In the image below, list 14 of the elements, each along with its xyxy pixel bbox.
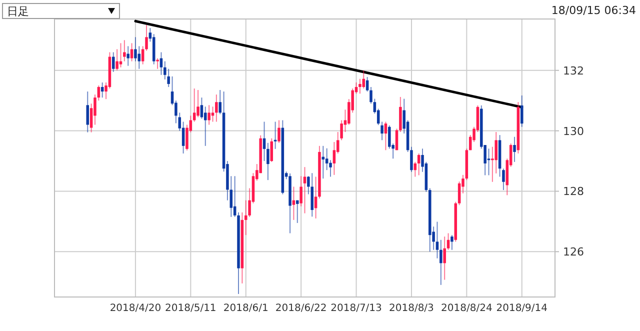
y-tick-label: 126 [563, 246, 584, 259]
y-tick-label: 132 [563, 64, 584, 78]
selector: 日足 [2, 3, 120, 19]
x-tick-label: 2018/8/3 [389, 303, 434, 314]
x-tick-label: 2018/7/13 [330, 303, 382, 314]
y-tick-label: 130 [563, 124, 584, 138]
x-tick-label: 2018/9/14 [496, 303, 548, 314]
x-tick-label: 2018/4/20 [110, 303, 162, 314]
x-tick-label: 2018/5/11 [165, 303, 216, 314]
x-tick-label: 2018/6/22 [275, 303, 327, 314]
x-tick-label: 2018/6/1 [223, 303, 268, 314]
y-tick-label: 128 [563, 185, 584, 198]
text: 18/09/15 06:34 [551, 4, 636, 17]
x-tick-label: 2018/8/24 [441, 303, 492, 314]
